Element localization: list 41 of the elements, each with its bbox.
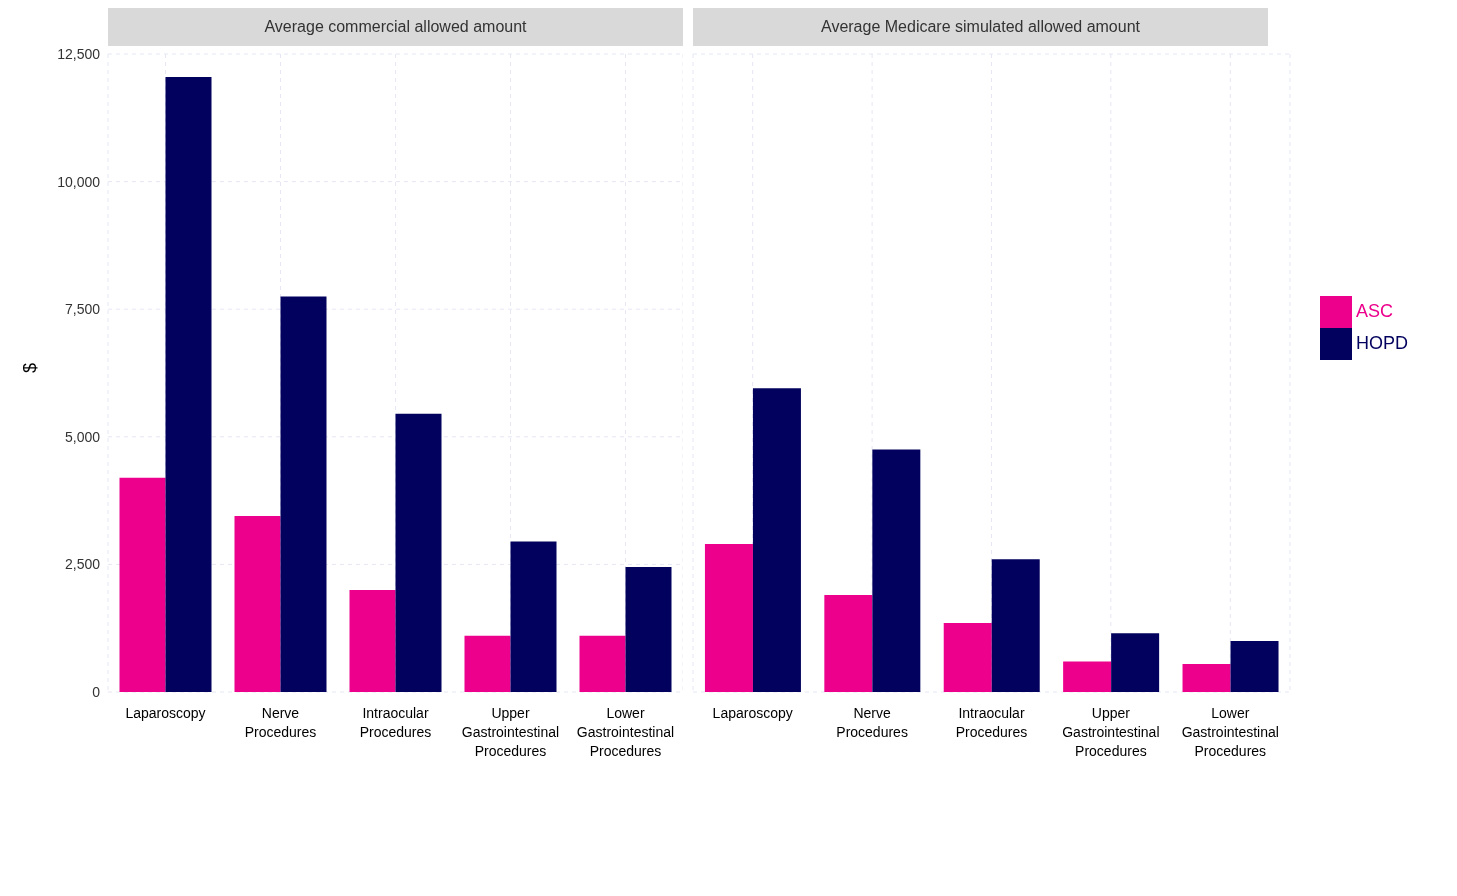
y-tick-label: 7,500: [64, 301, 101, 318]
x-tick-label: Intraocular Procedures: [359, 705, 432, 740]
bar: [1111, 633, 1160, 692]
y-tick-label: 0: [92, 683, 101, 700]
bar: [280, 296, 327, 692]
bar: [349, 589, 396, 692]
bar: [991, 559, 1040, 692]
x-tick-label: Laparoscopy: [712, 705, 793, 721]
bar: [1063, 661, 1112, 692]
bar: [704, 543, 753, 692]
x-tick-label: Intraocular Procedures: [955, 705, 1028, 740]
y-axis-title: $: [20, 362, 41, 373]
bar: [510, 541, 557, 692]
bar: [579, 635, 626, 692]
x-tick-label: Upper Gastrointestinal Procedures: [1062, 705, 1160, 759]
bar: [625, 566, 672, 692]
chart-title: Average commercial allowed amount: [108, 8, 683, 46]
y-tick-label: 10,000: [57, 173, 101, 190]
x-tick-label: Lower Gastrointestinal Procedures: [1181, 705, 1279, 759]
y-tick-label: 5,000: [64, 428, 101, 445]
bar: [752, 388, 801, 692]
bar: [1230, 640, 1279, 692]
x-tick-label: Upper Gastrointestinal Procedures: [461, 705, 560, 759]
chart-title: Average Medicare simulated allowed amount: [693, 8, 1268, 46]
bar: [119, 477, 166, 692]
bar: [943, 623, 992, 692]
legend-label: ASC: [1355, 300, 1393, 321]
y-tick-label: 2,500: [64, 556, 101, 573]
y-tick-label: 12,500: [57, 45, 101, 62]
bar: [165, 76, 212, 692]
bar: [234, 515, 281, 692]
legend-label: HOPD: [1355, 332, 1408, 353]
x-tick-label: Laparoscopy: [125, 705, 206, 721]
bar: [1182, 663, 1231, 692]
bar: [395, 413, 442, 692]
x-tick-label: Nerve Procedures: [836, 705, 908, 740]
x-tick-label: Lower Gastrointestinal Procedures: [576, 705, 675, 759]
bar: [872, 449, 921, 692]
x-tick-label: Nerve Procedures: [244, 705, 317, 740]
bar: [464, 635, 511, 692]
bar: [824, 595, 873, 692]
